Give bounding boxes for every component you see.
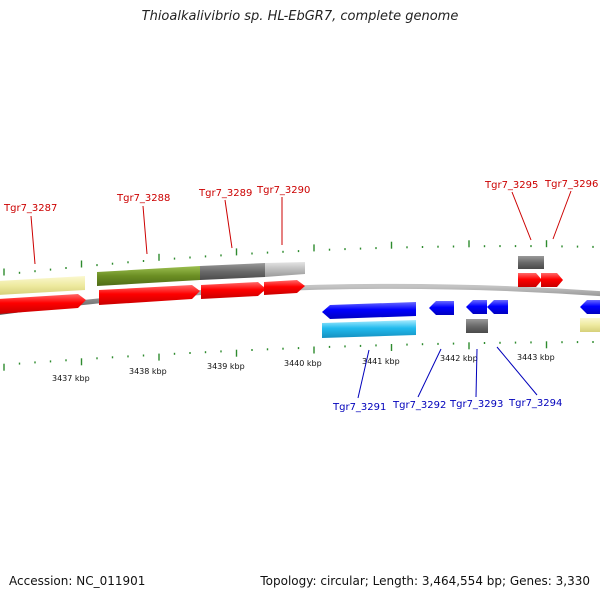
gene-label-tgr7-3294[interactable]: Tgr7_3294: [508, 398, 562, 409]
cds-forward-arrow[interactable]: [264, 280, 305, 295]
cds-forward-arrow[interactable]: [518, 273, 542, 287]
gene-label-tgr7-3291[interactable]: Tgr7_3291: [332, 402, 386, 413]
gene-label-tgr7-3292[interactable]: Tgr7_3292: [392, 400, 446, 411]
gene-feature[interactable]: [0, 276, 85, 295]
kbp-label: 3437 kbp: [52, 374, 90, 383]
kbp-label: 3440 kbp: [284, 359, 322, 368]
forward-label-leaders: [30, 190, 572, 265]
gene-feature[interactable]: [518, 256, 544, 269]
outer-tick-marks: [3, 240, 594, 276]
gene-feature[interactable]: [200, 263, 265, 280]
forward-strand-features: [0, 256, 563, 314]
genome-title: Thioalkalivibrio sp. HL-EbGR7, complete …: [141, 9, 459, 24]
gene-label-tgr7-3290[interactable]: Tgr7_3290: [256, 185, 310, 196]
reverse-gene-labels: Tgr7_3291 Tgr7_3292 Tgr7_3293 Tgr7_3294: [332, 398, 562, 413]
cds-reverse-arrow[interactable]: [580, 300, 600, 314]
kbp-label: 3441 kbp: [362, 357, 400, 366]
gene-label-tgr7-3287[interactable]: Tgr7_3287: [3, 203, 57, 214]
cds-forward-arrow[interactable]: [541, 273, 563, 287]
gene-feature[interactable]: [322, 320, 416, 338]
cds-forward-arrow[interactable]: [201, 282, 266, 299]
reverse-label-leaders: [357, 346, 538, 399]
cds-reverse-arrow[interactable]: [322, 302, 416, 319]
gene-feature[interactable]: [580, 318, 600, 332]
cds-forward-arrow[interactable]: [99, 285, 200, 305]
accession-text: Accession: NC_011901: [9, 574, 146, 588]
gene-label-tgr7-3293[interactable]: Tgr7_3293: [449, 399, 503, 410]
kbp-label: 3438 kbp: [129, 367, 167, 376]
cds-forward-arrow[interactable]: [0, 294, 86, 314]
kbp-label: 3442 kbp: [440, 354, 478, 363]
gene-feature[interactable]: [97, 266, 200, 286]
inner-tick-marks: [3, 341, 594, 371]
gene-label-tgr7-3289[interactable]: Tgr7_3289: [198, 188, 252, 199]
gene-feature[interactable]: [466, 319, 488, 333]
genome-summary-text: Topology: circular; Length: 3,464,554 bp…: [260, 574, 590, 588]
gene-feature[interactable]: [265, 262, 305, 277]
forward-gene-labels: Tgr7_3287 Tgr7_3288 Tgr7_3289 Tgr7_3290 …: [3, 179, 598, 214]
cds-reverse-arrow[interactable]: [487, 300, 508, 314]
gene-label-tgr7-3295[interactable]: Tgr7_3295: [484, 180, 538, 191]
cds-reverse-arrow[interactable]: [429, 301, 454, 315]
gene-label-tgr7-3288[interactable]: Tgr7_3288: [116, 193, 170, 204]
kbp-scale: 3437 kbp 3438 kbp 3439 kbp 3440 kbp 3441…: [52, 353, 555, 383]
kbp-label: 3439 kbp: [207, 362, 245, 371]
kbp-label: 3443 kbp: [517, 353, 555, 362]
gene-label-tgr7-3296[interactable]: Tgr7_3296: [544, 179, 598, 190]
cds-reverse-arrow[interactable]: [466, 300, 487, 314]
reverse-strand-features: [322, 300, 600, 338]
